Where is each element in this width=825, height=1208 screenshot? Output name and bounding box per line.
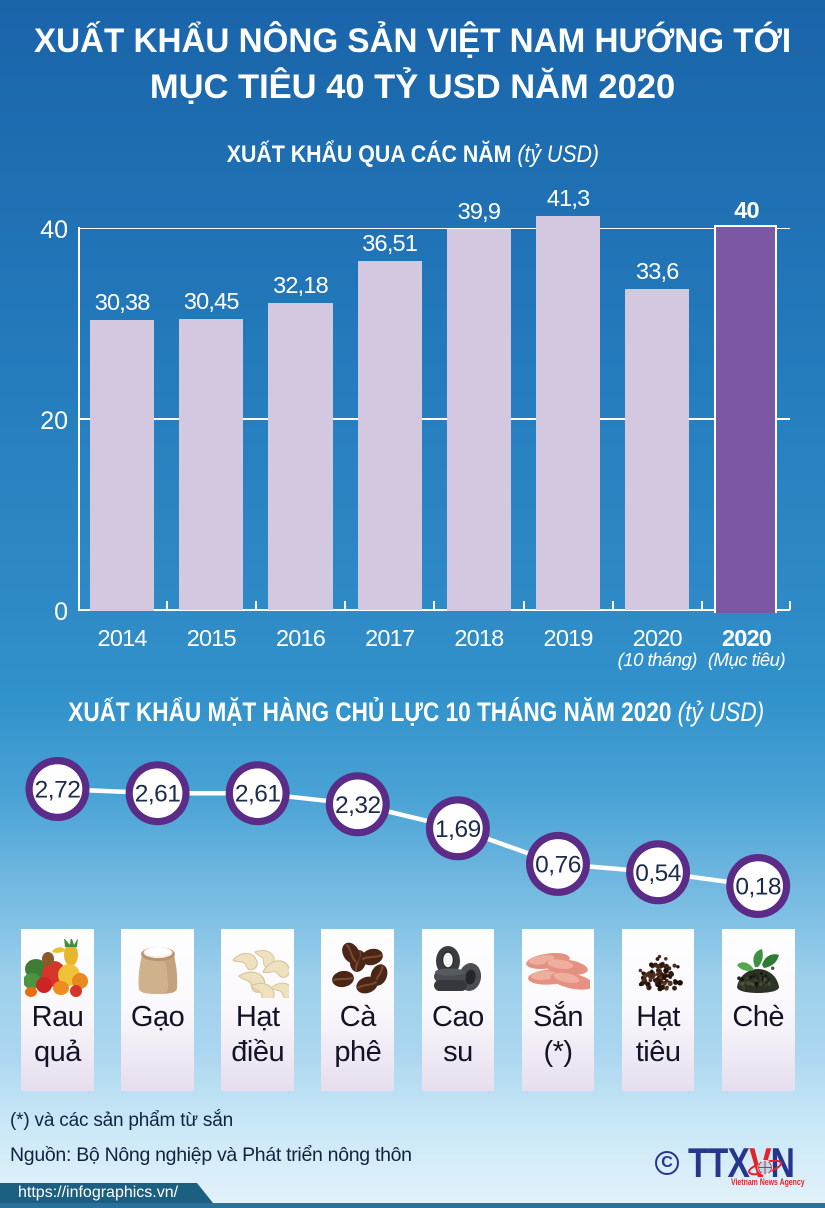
svg-text:0,54: 0,54	[635, 860, 681, 887]
svg-text:2,72: 2,72	[35, 777, 81, 804]
svg-text:0,18: 0,18	[735, 874, 781, 901]
svg-text:2,32: 2,32	[335, 792, 381, 819]
svg-text:0,76: 0,76	[535, 851, 581, 878]
svg-text:2,61: 2,61	[135, 781, 181, 808]
svg-text:2,61: 2,61	[235, 781, 281, 808]
svg-text:1,69: 1,69	[435, 816, 481, 843]
